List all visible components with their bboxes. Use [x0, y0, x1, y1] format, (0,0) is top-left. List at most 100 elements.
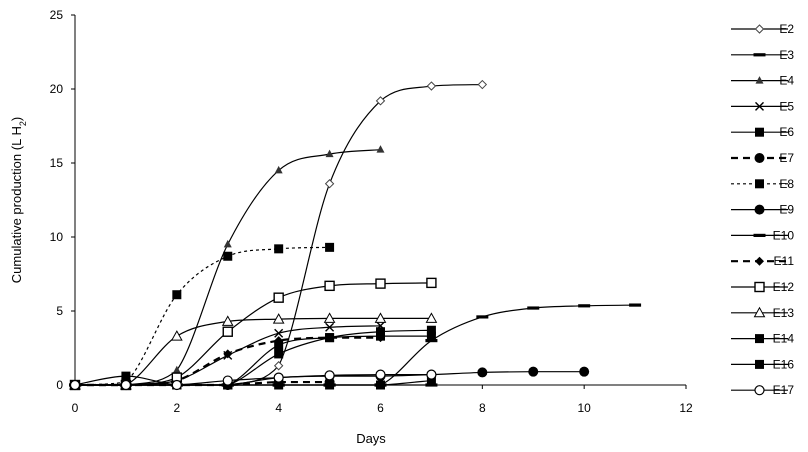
legend-label-e4: E4: [779, 74, 794, 88]
legend-label-e5: E5: [779, 99, 794, 113]
legend-item-e5: E5: [731, 99, 794, 113]
y-tick-label-15: 15: [50, 156, 64, 170]
point-e17-5: [324, 370, 335, 381]
y-axis-title-subscript: 2: [18, 121, 28, 126]
point-e12-6: [375, 278, 386, 289]
plot-area: [69, 79, 642, 391]
point-e12-7: [426, 277, 437, 289]
x-tick-label-4: 4: [275, 401, 282, 415]
legend-marker-e11: [755, 256, 764, 266]
legend-item-e16: E16: [731, 357, 794, 371]
legend-item-e13: E13: [731, 306, 794, 320]
point-e13-4: [272, 313, 285, 324]
legend-item-e2: E2: [731, 22, 794, 36]
legend-item-e7: E7: [731, 151, 794, 165]
point-e8-4: [274, 244, 284, 254]
point-e4-4: [274, 165, 283, 174]
point-e5-5: [325, 322, 335, 332]
legend-marker-e17: [754, 385, 765, 396]
legend-label-e6: E6: [779, 125, 794, 139]
series-e3: [69, 303, 642, 387]
point-e2-5: [324, 179, 335, 189]
point-e16-4: [274, 380, 284, 390]
point-e3-11: [629, 303, 642, 307]
point-e9-9: [528, 366, 539, 377]
point-e17-4: [273, 372, 284, 383]
legend-item-e3: E3: [731, 48, 794, 62]
legend-item-e10: E10: [731, 228, 794, 242]
x-axis-title: Days: [356, 431, 386, 446]
legend-label-e3: E3: [779, 48, 794, 62]
legend-marker-e16: [755, 359, 764, 369]
legend-label-e2: E2: [779, 22, 794, 36]
legend-item-e8: E8: [731, 177, 794, 191]
point-e4-6: [376, 145, 385, 153]
legend: E2 E3 E4 E5 E6 E7 E8 E9 E10 E11 E12 E13 E14 E16 E17: [731, 22, 794, 397]
legend-item-e11: E11: [731, 254, 794, 268]
x-tick-label-6: 6: [377, 401, 384, 415]
legend-label-e14: E14: [773, 332, 795, 346]
y-axis-title: Cumulative production (L H2): [9, 117, 28, 283]
point-e9-10: [579, 366, 590, 377]
legend-label-e12: E12: [773, 280, 795, 294]
legend-label-e7: E7: [779, 151, 794, 165]
point-e13-7: [425, 312, 438, 323]
legend-marker-e3: [753, 53, 766, 57]
legend-item-e9: E9: [731, 203, 794, 217]
y-tick-label-0: 0: [56, 378, 63, 392]
point-e6-7: [426, 325, 436, 335]
legend-item-e17: E17: [731, 383, 794, 397]
point-e9-8: [477, 367, 488, 378]
y-axis-title-close: ): [9, 117, 24, 121]
y-tick-label-25: 25: [50, 8, 64, 22]
point-e14-6: [376, 331, 385, 341]
point-e4-3: [223, 239, 232, 248]
y-tick-label-20: 20: [50, 82, 64, 96]
point-e12-5: [324, 280, 335, 292]
y-axis-title-main: Cumulative production (L H: [9, 126, 24, 283]
legend-marker-e2: [754, 24, 765, 34]
point-e2-6: [375, 96, 386, 106]
legend-label-e10: E10: [773, 228, 795, 242]
legend-label-e8: E8: [779, 177, 794, 191]
point-e14-4: [274, 340, 284, 350]
point-e2-7: [426, 81, 437, 91]
point-e17-1: [120, 379, 132, 391]
point-e13-5: [323, 312, 336, 323]
point-e5-4: [274, 328, 284, 338]
point-e3-10: [578, 304, 591, 308]
series-e17: [69, 369, 437, 391]
point-e4-5: [325, 149, 334, 158]
point-e2-8: [477, 79, 488, 90]
point-e8-2: [172, 290, 182, 300]
point-e17-2: [171, 379, 182, 391]
legend-item-e12: E12: [731, 280, 794, 294]
legend-item-e6: E6: [731, 125, 794, 139]
x-tick-label-12: 12: [679, 401, 693, 415]
point-e4-2: [172, 365, 181, 374]
legend-marker-e9: [754, 204, 765, 215]
point-e8-3: [223, 251, 233, 261]
point-e2-4: [273, 361, 284, 371]
legend-marker-e10: [753, 233, 766, 237]
point-e13-3: [221, 315, 234, 326]
legend-marker-e6: [755, 127, 764, 137]
legend-marker-e13: [753, 306, 766, 318]
point-e14-5: [325, 333, 335, 343]
point-e17-7: [426, 369, 437, 380]
legend-marker-e4: [755, 76, 764, 84]
point-e16-6: [376, 380, 385, 390]
point-e3-9: [527, 306, 540, 310]
x-tick-label-10: 10: [577, 401, 591, 415]
point-e17-6: [375, 369, 386, 380]
legend-marker-e8: [755, 179, 764, 189]
point-e13-6: [374, 312, 387, 323]
legend-marker-e5: [755, 101, 764, 111]
legend-marker-e14: [755, 334, 764, 344]
point-e11-3: [223, 349, 233, 359]
legend-marker-e7: [754, 153, 765, 163]
legend-label-e11: E11: [774, 254, 795, 268]
series-line-e8: [74, 246, 330, 386]
point-e3-8: [476, 315, 489, 319]
